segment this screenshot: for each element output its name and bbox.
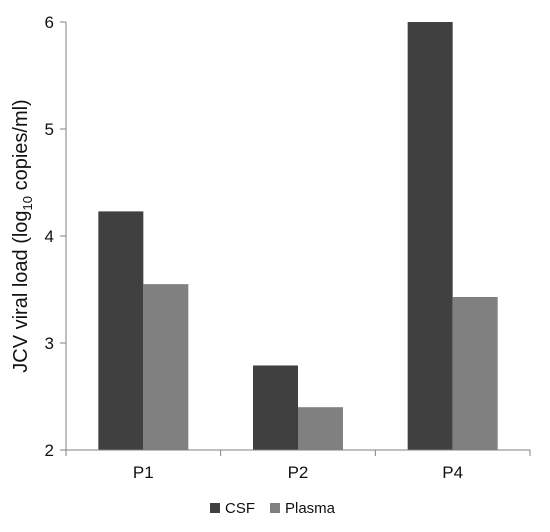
x-tick-label: P1 xyxy=(133,463,154,482)
legend: CSF Plasma xyxy=(210,500,336,517)
y-tick-label: 4 xyxy=(45,227,54,246)
y-tick-label: 5 xyxy=(45,120,54,139)
bar-plasma-p4 xyxy=(452,296,498,450)
x-tick-label: P2 xyxy=(288,463,309,482)
bar-plasma-p2 xyxy=(298,407,343,450)
bar-csf-p1 xyxy=(98,211,144,450)
legend-swatch-plasma xyxy=(270,503,280,513)
bar-plasma-p1 xyxy=(143,284,189,450)
bar-csf-p4 xyxy=(407,22,453,450)
y-axis-title-suffix: copies/ml) xyxy=(10,99,32,196)
y-axis-title-subscript: 10 xyxy=(20,196,35,210)
y-tick-label: 6 xyxy=(45,13,54,32)
y-tick-label: 2 xyxy=(45,441,54,460)
x-ticks-group: P1 P2 P4 xyxy=(65,450,531,482)
x-tick-label: P4 xyxy=(442,463,463,482)
y-tick-label: 3 xyxy=(45,334,54,353)
legend-label-csf: CSF xyxy=(225,500,255,517)
legend-label-plasma: Plasma xyxy=(285,500,336,517)
legend-swatch-csf xyxy=(210,503,220,513)
bar-csf-p2 xyxy=(253,365,298,450)
y-axis-title: JCV viral load (log10 copies/ml) xyxy=(10,99,35,372)
y-ticks-group: 2 3 4 5 6 xyxy=(45,13,66,460)
bars-group xyxy=(98,22,498,450)
y-axis-title-prefix: JCV viral load (log xyxy=(10,210,32,372)
